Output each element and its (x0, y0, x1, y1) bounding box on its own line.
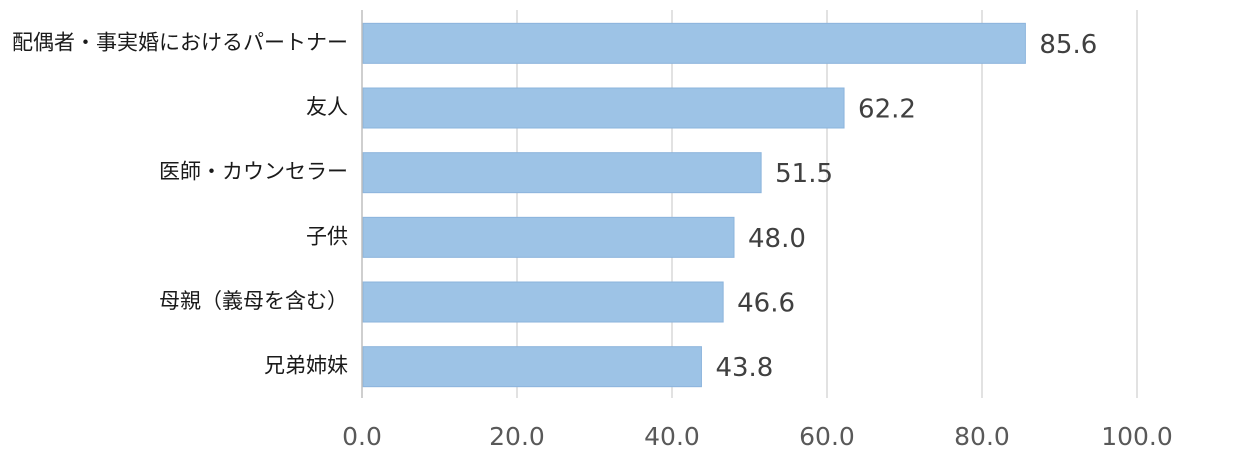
x-tick-labels: 0.0 20.0 40.0 60.0 80.0 100.0 (342, 422, 1173, 451)
x-tick-label-2: 40.0 (644, 422, 700, 451)
x-tick-label-4: 80.0 (954, 422, 1010, 451)
value-label-4: 46.6 (737, 289, 795, 319)
category-label-3: 子供 (306, 224, 348, 248)
grid-layer (516, 10, 1138, 398)
category-label-0: 配偶者・事実婚におけるパートナー (12, 30, 348, 54)
value-label-1: 62.2 (858, 95, 916, 125)
bar-3 (362, 216, 735, 258)
bar-4 (362, 281, 724, 323)
value-label-0: 85.6 (1039, 30, 1097, 60)
value-label-5: 43.8 (715, 353, 773, 383)
bar-0 (362, 22, 1026, 64)
value-labels: 85.6 62.2 51.5 48.0 46.6 43.8 (715, 30, 1097, 383)
category-label-1: 友人 (306, 95, 348, 119)
x-tick-label-0: 0.0 (342, 422, 382, 451)
x-tick-label-5: 100.0 (1101, 422, 1173, 451)
value-label-2: 51.5 (775, 159, 833, 189)
bar-layer (362, 22, 1026, 388)
category-label-4: 母親（義母を含む） (159, 289, 348, 313)
category-label-2: 医師・カウンセラー (159, 160, 348, 184)
bar-1 (362, 87, 845, 129)
x-tick-label-1: 20.0 (489, 422, 545, 451)
bar-5 (362, 346, 702, 388)
bar-2 (362, 152, 762, 194)
value-label-3: 48.0 (748, 224, 806, 254)
category-label-5: 兄弟姉妹 (264, 354, 348, 378)
x-tick-label-3: 60.0 (799, 422, 855, 451)
